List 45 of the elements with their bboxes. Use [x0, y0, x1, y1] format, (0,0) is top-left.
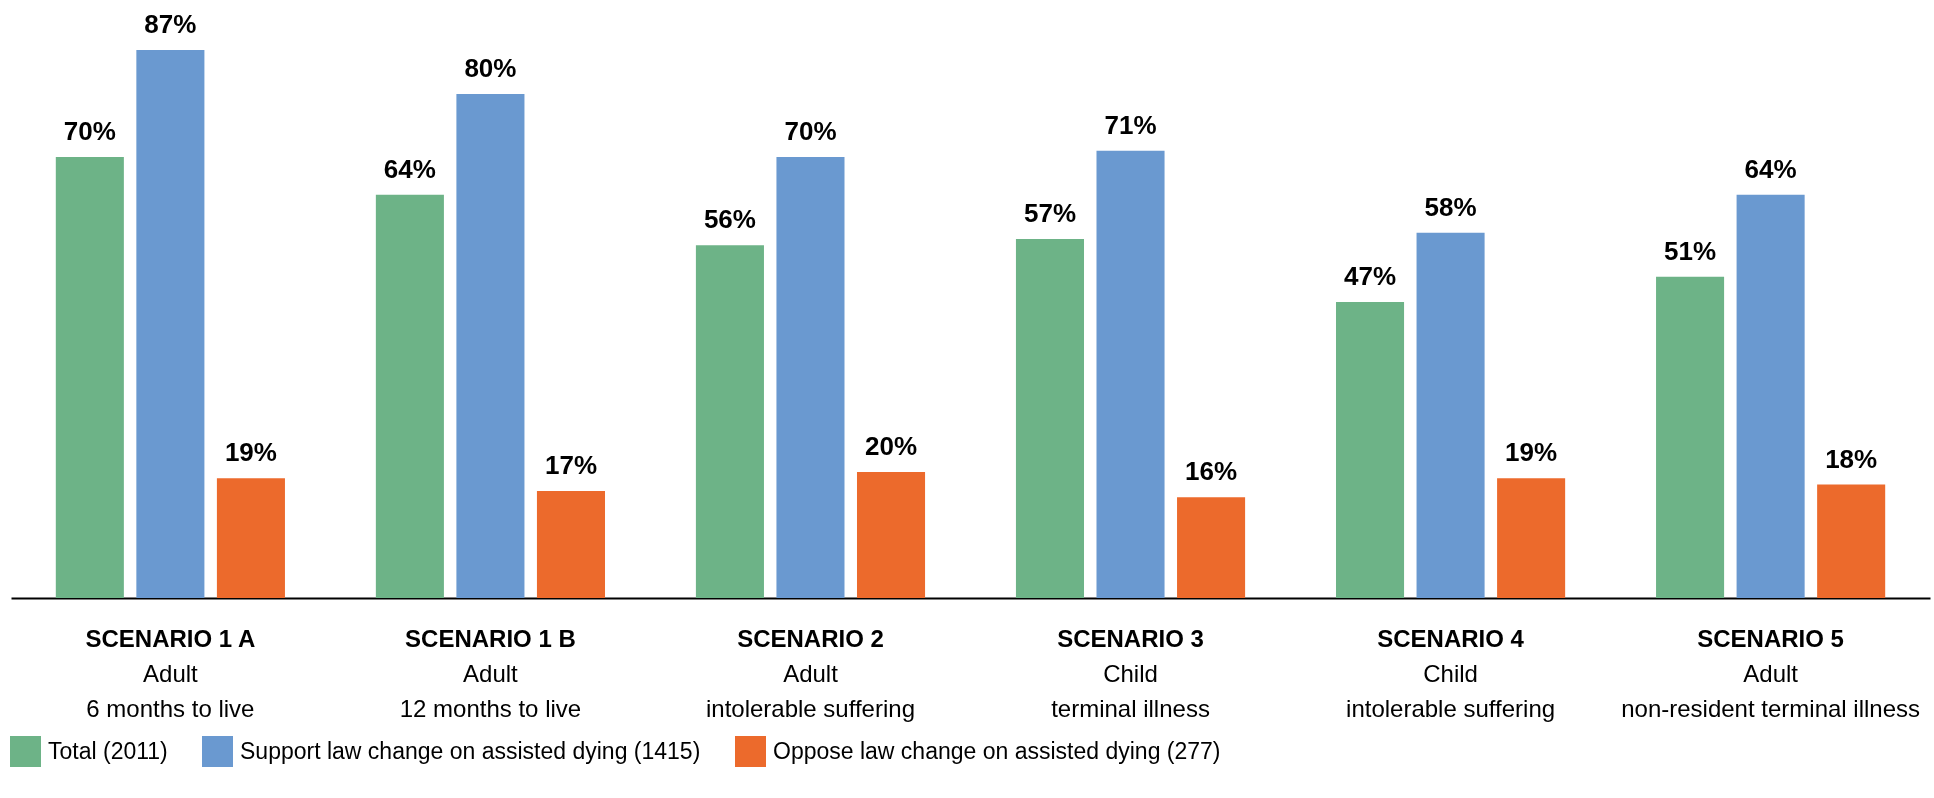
bar	[695, 245, 764, 598]
bar	[776, 157, 845, 598]
data-label: 47%	[1344, 260, 1397, 291]
data-label: 64%	[1744, 153, 1797, 184]
legend-label: Total (2011)	[48, 737, 168, 764]
bar	[1817, 484, 1886, 598]
bar	[1416, 232, 1485, 598]
data-label: 58%	[1424, 191, 1477, 222]
bar	[1497, 478, 1566, 598]
data-label: 20%	[865, 431, 918, 462]
data-label: 87%	[144, 9, 197, 39]
bar	[55, 157, 124, 598]
bar	[1015, 238, 1085, 598]
category-label: SCENARIO 4 Child intolerable suffering	[1346, 625, 1556, 722]
data-label: 18%	[1825, 443, 1878, 474]
bar	[536, 490, 606, 598]
data-label: 80%	[464, 53, 517, 84]
category-label: SCENARIO 1 A Adult 6 months to live	[85, 625, 256, 722]
data-label: 56%	[703, 204, 756, 235]
data-label: 70%	[784, 116, 837, 147]
bar	[856, 472, 926, 598]
legend-label: Support law change on assisted dying (1415)	[240, 737, 701, 764]
category-label: SCENARIO 2 Adult intolerable suffering	[705, 625, 915, 722]
data-label: 16%	[1185, 456, 1238, 487]
data-label: 70%	[63, 116, 116, 147]
bar	[1335, 301, 1405, 598]
data-label: 57%	[1023, 197, 1076, 228]
data-label: 64%	[383, 153, 436, 184]
bar	[1736, 194, 1805, 598]
legend-label: Oppose law change on assisted dying (277)	[773, 737, 1221, 764]
category-label: SCENARIO 5 Adult non-resident terminal illness	[1621, 625, 1921, 722]
bar	[136, 50, 205, 598]
bar	[1096, 150, 1165, 598]
data-label: 17%	[544, 449, 597, 480]
data-label: 51%	[1664, 235, 1717, 266]
category-label: SCENARIO 1 B Adult 12 months to live	[399, 625, 582, 722]
bar	[375, 194, 444, 598]
bar	[1656, 276, 1725, 598]
bar	[456, 94, 525, 598]
data-label: 19%	[224, 437, 277, 468]
category-label: SCENARIO 3 Child terminal illness	[1051, 625, 1210, 722]
data-label: 19%	[1505, 437, 1558, 468]
bar	[216, 478, 285, 598]
bar	[1177, 497, 1246, 598]
data-label: 71%	[1104, 109, 1157, 140]
